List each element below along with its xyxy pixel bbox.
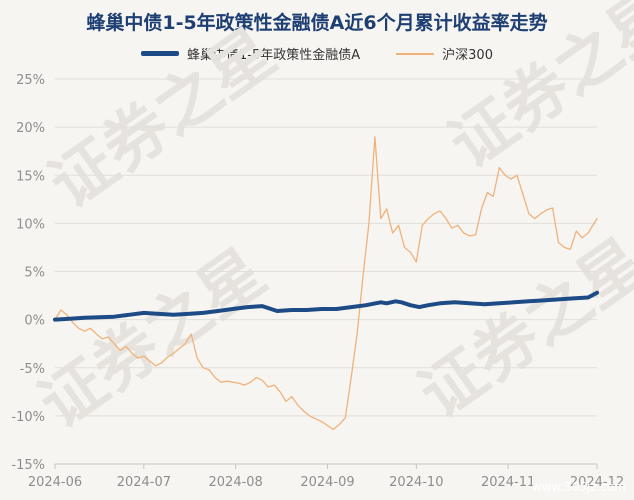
watermark-text: 证券之星 <box>437 0 634 183</box>
legend-swatch-fund <box>141 51 180 56</box>
legend: 蜂巢中债1-5年政策性金融债A 沪深300 <box>0 44 634 63</box>
legend-item-csi300[interactable]: 沪深300 <box>396 44 493 63</box>
x-axis: 2024-06 2024-07 2024-08 2024-09 2024-10 2024-… <box>28 463 624 490</box>
legend-label-csi300: 沪深300 <box>442 48 493 63</box>
x-tick-label: 2024-06 <box>28 475 82 490</box>
y-tick-label: 5% <box>24 266 45 281</box>
legend-label-fund: 蜂巢中债1-5年政策性金融债A <box>187 48 361 63</box>
y-tick-label: 20% <box>16 121 45 136</box>
y-tick-label: -15% <box>11 458 45 473</box>
legend-swatch-csi300 <box>396 52 435 55</box>
series-line-fund <box>53 290 599 322</box>
legend-item-fund[interactable]: 蜂巢中债1-5年政策性金融债A <box>141 44 360 63</box>
watermark-text: 证券之星 <box>27 236 279 443</box>
x-tick-label: 2024-12 <box>570 475 624 490</box>
y-tick-label: 10% <box>16 217 45 232</box>
series-line-csi300 <box>54 136 598 431</box>
x-tick-label: 2024-08 <box>209 475 263 490</box>
watermark-text: 证券之星 <box>407 226 634 433</box>
y-tick-label: 0% <box>24 314 45 329</box>
series-lines <box>53 136 599 431</box>
y-tick-label: -10% <box>11 410 45 425</box>
y-axis: 25% 20% 15% 10% 5% 0% -5% -10% -15% <box>11 73 45 473</box>
y-tick-label: 25% <box>16 73 45 88</box>
watermark-site: www.365jz.com <box>531 480 626 494</box>
chart-title: 蜂巢中债1-5年政策性金融债A近6个月累计收益率走势 <box>86 12 548 34</box>
y-tick-label: 15% <box>16 169 45 184</box>
x-tick-label: 2024-10 <box>389 475 443 490</box>
x-tick-label: 2024-07 <box>117 475 171 490</box>
y-tick-label: -5% <box>20 362 45 377</box>
x-tick-label: 2024-09 <box>300 475 354 490</box>
x-tick-label: 2024-11 <box>481 475 535 490</box>
watermark-text: 证券之星 <box>37 16 289 223</box>
